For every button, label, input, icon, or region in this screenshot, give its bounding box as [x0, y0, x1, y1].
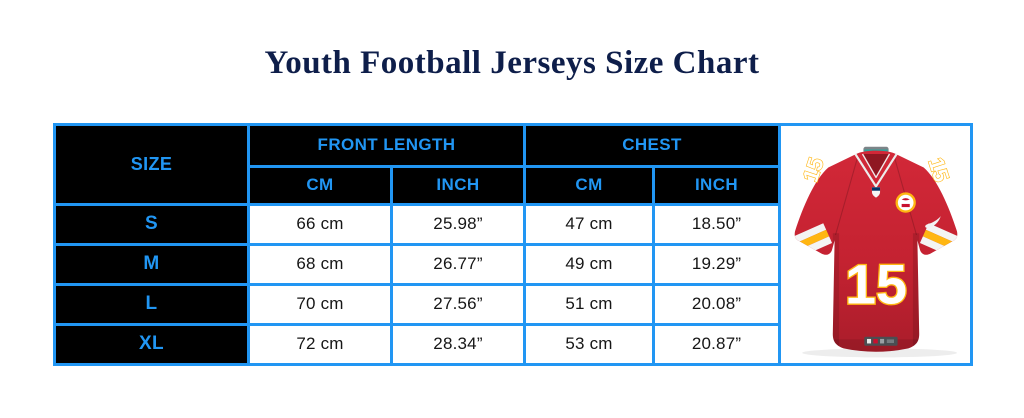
- size-chart-table: SIZE FRONT LENGTH CHEST: [53, 122, 974, 366]
- measurement-cell: 18.50”: [652, 202, 782, 246]
- table-row-m: M 68 cm 26.77” 49 cm 19.29”: [53, 242, 972, 286]
- measurement-cell: 66 cm: [247, 202, 393, 246]
- table-row-s: S 66 cm 25.98” 47 cm 18.50”: [53, 202, 972, 246]
- header-group-row: SIZE FRONT LENGTH CHEST: [53, 122, 974, 366]
- measurement-cell: 27.56”: [389, 282, 527, 326]
- measurement-cell: 72 cm: [247, 322, 393, 366]
- header-sub-row: CM INCH CM INCH: [55, 164, 972, 206]
- jersey-shadow: [801, 348, 957, 358]
- measurement-cell: 20.08”: [652, 282, 782, 326]
- jock-tag: [863, 336, 898, 346]
- size-cell: L: [53, 282, 250, 326]
- table-row-l: L 70 cm 27.56” 51 cm 20.08”: [53, 282, 972, 326]
- measurement-cell: 19.29”: [652, 242, 782, 286]
- size-chart-page: Youth Football Jerseys Size Chart SIZE F…: [53, 45, 1024, 366]
- measurement-cell: 51 cm: [523, 282, 656, 326]
- size-cell: XL: [53, 322, 250, 366]
- measurement-cell: 28.34”: [389, 322, 527, 366]
- size-cell: M: [53, 242, 250, 286]
- swoosh-icon: [924, 216, 941, 229]
- chest-cm-subheader: CM: [523, 164, 656, 206]
- chest-header: CHEST: [523, 122, 782, 168]
- measurement-cell: 20.87”: [652, 322, 782, 366]
- page-title: Youth Football Jerseys Size Chart: [264, 45, 760, 81]
- table-row-xl: XL 72 cm 28.34” 53 cm 20.87”: [53, 322, 972, 366]
- measurement-cell: 47 cm: [523, 202, 656, 246]
- front-length-inch-subheader: INCH: [389, 164, 527, 206]
- measurement-cell: 70 cm: [247, 282, 393, 326]
- size-cell: S: [53, 202, 250, 246]
- front-length-cm-subheader: CM: [247, 164, 393, 206]
- jersey-cell: 15 15 15: [778, 122, 974, 366]
- v-neck-collar: [853, 153, 898, 188]
- measurement-cell: 26.77”: [389, 242, 527, 286]
- front-length-header: FRONT LENGTH: [246, 122, 527, 168]
- size-chart-container: SIZE FRONT LENGTH CHEST: [53, 122, 1024, 366]
- measurement-cell: 49 cm: [523, 242, 656, 286]
- measurement-cell: 53 cm: [523, 322, 656, 366]
- team-logo-patch: [895, 192, 916, 213]
- jersey-image: 15 15 15: [794, 146, 957, 358]
- nfl-shield-icon: [871, 187, 880, 198]
- measurement-cell: 25.98”: [389, 202, 527, 246]
- size-column-header: SIZE: [53, 122, 250, 206]
- chest-inch-subheader: INCH: [652, 164, 782, 206]
- jersey-number: 15: [844, 253, 906, 316]
- measurement-cell: 68 cm: [247, 242, 393, 286]
